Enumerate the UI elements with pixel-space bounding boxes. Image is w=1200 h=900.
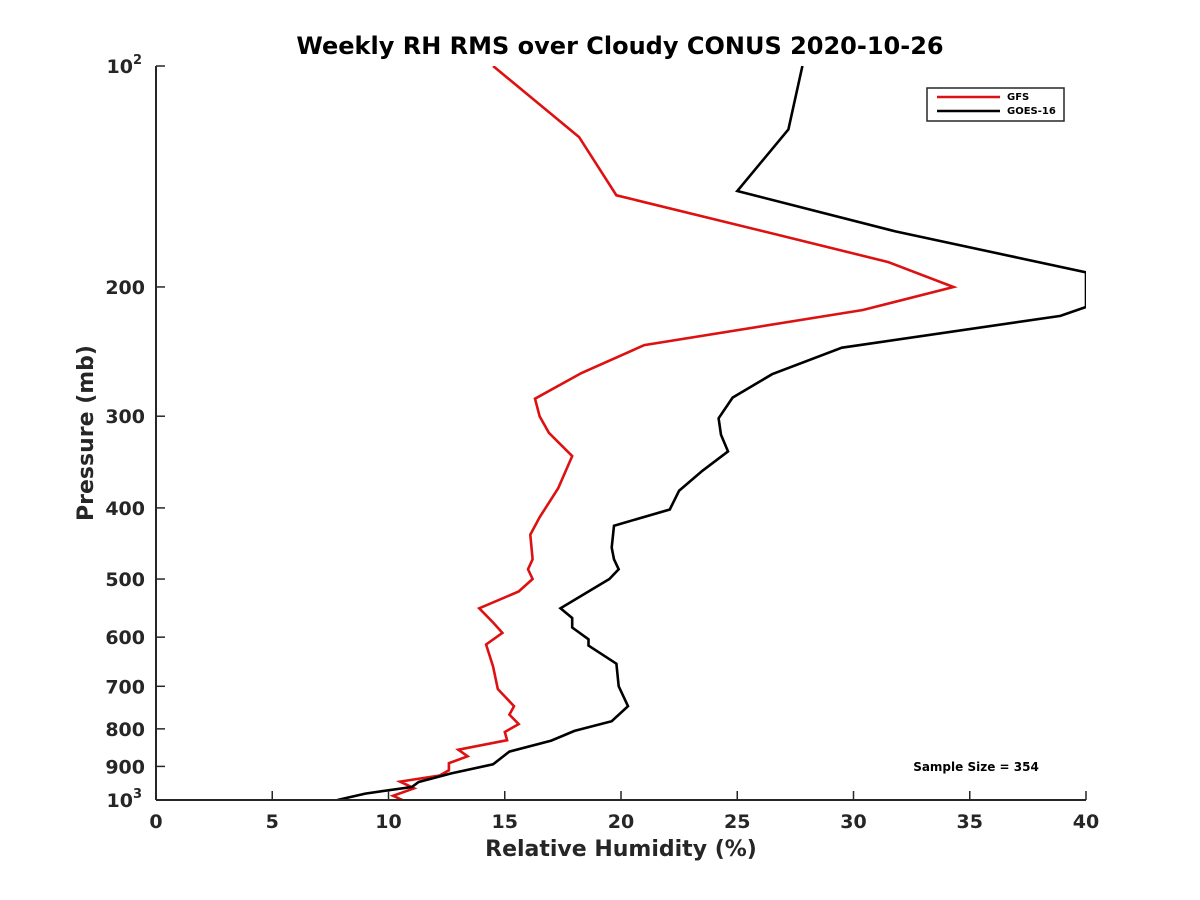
y-tick-label: 103: [107, 787, 143, 812]
x-tick-label: 35: [957, 811, 983, 833]
plot-lines: [337, 66, 1086, 800]
series-line-gfs: [393, 66, 953, 800]
x-axis-label: Relative Humidity (%): [485, 837, 757, 862]
series-line-goes16: [337, 66, 1086, 800]
legend-label-goes16: GOES-16: [1007, 106, 1056, 117]
sample-size-annotation: Sample Size = 354: [913, 760, 1039, 774]
y-tick-label: 600: [105, 627, 145, 649]
chart-title: Weekly RH RMS over Cloudy CONUS 2020-10-…: [296, 32, 943, 60]
x-tick-label: 30: [840, 811, 866, 833]
y-tick-label: 400: [105, 498, 145, 520]
legend: GFS GOES-16: [927, 88, 1064, 121]
x-tick-label: 20: [608, 811, 634, 833]
y-tick-label: 102: [107, 53, 143, 78]
x-tick-label: 5: [266, 811, 279, 833]
y-tick-label: 500: [105, 569, 145, 591]
x-tick-label: 10: [375, 811, 401, 833]
y-axis-label: Pressure (mb): [74, 345, 99, 521]
x-ticks: 0 5 10 15 20 25 30 35 40: [149, 791, 1099, 833]
x-tick-label: 15: [492, 811, 518, 833]
y-tick-label: 900: [105, 756, 145, 778]
x-tick-label: 40: [1073, 811, 1099, 833]
x-tick-label: 25: [724, 811, 750, 833]
y-tick-label: 200: [105, 277, 145, 299]
y-tick-label: 800: [105, 719, 145, 741]
chart: Weekly RH RMS over Cloudy CONUS 2020-10-…: [0, 0, 1200, 900]
legend-label-gfs: GFS: [1007, 92, 1029, 103]
y-tick-label: 300: [105, 406, 145, 428]
y-tick-label: 700: [105, 676, 145, 698]
x-tick-label: 0: [149, 811, 162, 833]
